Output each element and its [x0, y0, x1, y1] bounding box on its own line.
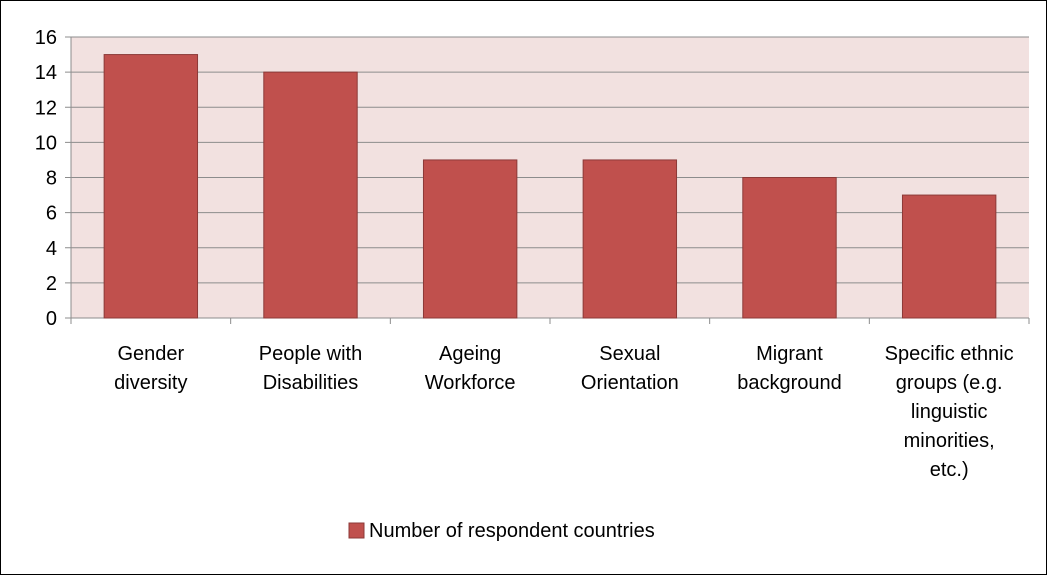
- x-tick-label: groups (e.g.: [896, 372, 1003, 394]
- x-tick-label: Sexual: [599, 343, 660, 365]
- y-tick-label: 14: [35, 62, 57, 84]
- y-tick-label: 8: [46, 168, 57, 190]
- x-tick-label: Migrant: [756, 343, 823, 365]
- x-tick-label: linguistic: [911, 401, 988, 423]
- y-tick-label: 0: [46, 308, 57, 330]
- legend-swatch: [348, 522, 365, 539]
- y-tick-label: 2: [46, 273, 57, 295]
- bar: [582, 159, 678, 319]
- bar: [263, 71, 358, 319]
- x-tick-label: diversity: [114, 372, 187, 394]
- x-tick-label: Workforce: [425, 372, 516, 394]
- y-tick-label: 12: [35, 97, 57, 119]
- x-tick-label: People with: [259, 343, 362, 365]
- bar: [901, 194, 997, 319]
- x-tick-label: Orientation: [581, 372, 679, 394]
- legend-label: Number of respondent countries: [369, 520, 655, 542]
- x-tick-label: background: [737, 372, 842, 394]
- bar: [742, 177, 837, 319]
- x-tick-label: Specific ethnic: [885, 343, 1014, 365]
- bar: [103, 54, 199, 319]
- bar: [422, 159, 518, 319]
- y-tick-label: 10: [35, 132, 57, 154]
- x-tick-label: minorities,: [904, 430, 995, 452]
- y-tick-label: 4: [46, 238, 57, 260]
- y-tick-label: 6: [46, 203, 57, 225]
- y-tick-label: 16: [35, 27, 57, 49]
- x-tick-label: Gender: [117, 343, 184, 365]
- x-tick-label: etc.): [930, 459, 969, 481]
- x-tick-label: Ageing: [439, 343, 501, 365]
- x-tick-label: Disabilities: [263, 372, 359, 394]
